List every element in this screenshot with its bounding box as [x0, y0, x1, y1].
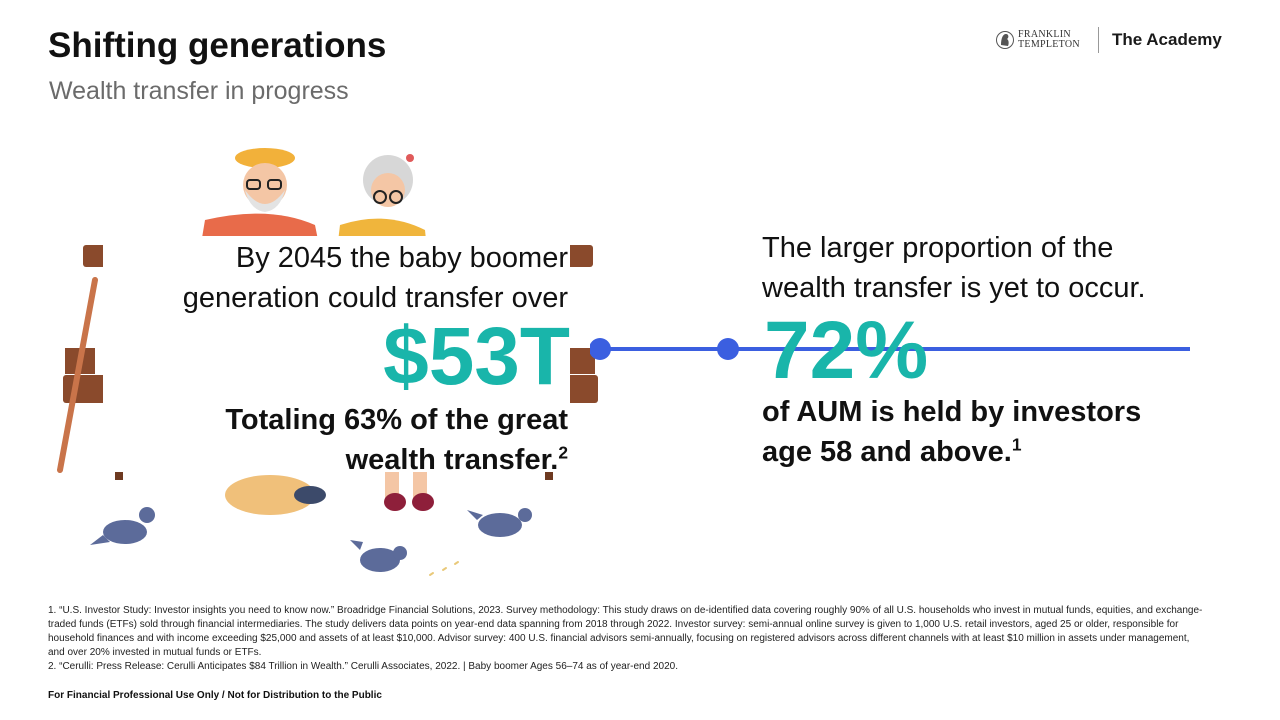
- boomer-transfer-stat-card: By 2045 the baby boomer generation could…: [103, 236, 570, 476]
- aum-intro-line2: wealth transfer is yet to occur.: [762, 272, 1146, 304]
- footnote-ref-1: 1: [1011, 434, 1022, 455]
- logo-line-franklin: FRANKLIN: [1018, 29, 1071, 40]
- timeline-mid-dot: [717, 338, 739, 360]
- footnote-ref-2: 2: [558, 442, 568, 463]
- footnote-2: 2. “Cerulli: Press Release: Cerulli Anti…: [48, 661, 678, 672]
- page-subtitle: Wealth transfer in progress: [49, 77, 349, 105]
- logo-line-templeton: TEMPLETON: [1018, 39, 1080, 50]
- timeline-connector: [590, 338, 1190, 360]
- boomer-transfer-detail: Totaling 63% of the great wealth transfe…: [108, 400, 568, 480]
- aum-detail: of AUM is held by investors age 58 and a…: [762, 392, 1232, 472]
- boomer-detail-line2-text: wealth transfer.: [345, 444, 559, 476]
- aum-intro-line1: The larger proportion of the: [762, 232, 1114, 264]
- page-title: Shifting generations: [48, 26, 387, 65]
- boomer-intro-line1: By 2045 the baby boomer: [235, 242, 568, 274]
- footnote-1: 1. “U.S. Investor Study: Investor insigh…: [48, 605, 1203, 658]
- aum-detail-line2-text: age 58 and above.: [762, 436, 1012, 468]
- boomer-transfer-intro: By 2045 the baby boomer generation could…: [108, 238, 568, 318]
- timeline-start-dot: [590, 338, 611, 360]
- aum-percent-value: 72%: [764, 305, 929, 396]
- franklin-templeton-logo: FRANKLIN TEMPLETON: [996, 30, 1080, 50]
- disclaimer: For Financial Professional Use Only / No…: [48, 690, 382, 701]
- brand-divider: [1097, 27, 1099, 53]
- brand-header: FRANKLIN TEMPLETON The Academy: [996, 26, 1222, 54]
- boomer-detail-line2: wealth transfer.2: [108, 440, 568, 480]
- aum-detail-line1: of AUM is held by investors: [762, 396, 1142, 428]
- franklin-head-icon: [996, 31, 1014, 49]
- boomer-intro-line2: generation could transfer over: [182, 282, 568, 314]
- aum-intro: The larger proportion of the wealth tran…: [762, 228, 1232, 308]
- boomer-detail-line1: Totaling 63% of the great: [225, 404, 568, 436]
- boomer-transfer-value: $53T: [383, 311, 570, 402]
- academy-label: The Academy: [1111, 30, 1222, 49]
- aum-detail-line2: age 58 and above.1: [762, 432, 1232, 472]
- footnotes: 1. “U.S. Investor Study: Investor insigh…: [48, 604, 1208, 674]
